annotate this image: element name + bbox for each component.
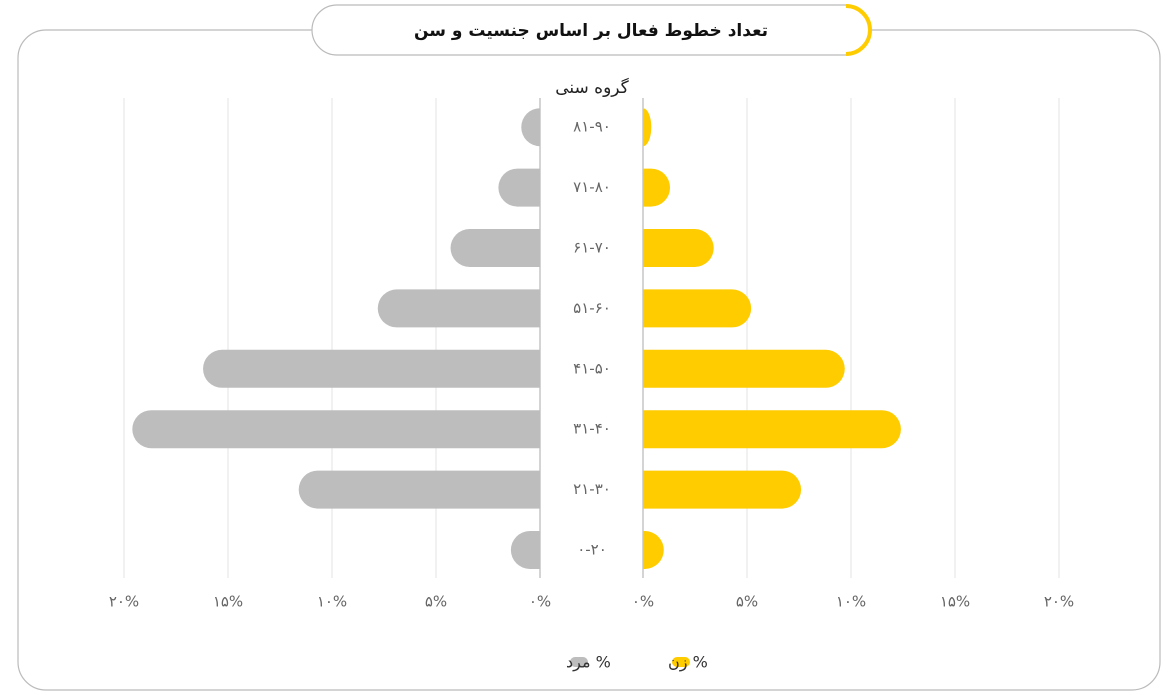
legend-swatch [570,657,588,667]
category-label: ۷۱-۸۰ [573,178,611,196]
x-tick-label: ۰% [632,593,654,611]
x-tick-label: ۲۰% [109,593,139,611]
category-label: ۸۱-۹۰ [573,118,611,136]
center-column [541,80,642,578]
category-label: ۲۱-۳۰ [573,480,611,498]
legend-swatch [672,657,690,667]
category-label: ۶۱-۷۰ [573,239,611,257]
category-label: ۵۱-۶۰ [573,299,611,317]
bar [498,168,540,207]
x-tick-label: ۱۵% [213,593,243,611]
category-label: ۰-۲۰ [577,541,607,559]
bar [298,470,540,509]
bar [132,410,540,449]
x-tick-label: ۰% [529,593,551,611]
bar [521,108,540,147]
bar [643,531,664,569]
x-tick-label: ۱۰% [836,593,866,611]
x-tick-label: ۵% [736,593,758,611]
x-tick-label: ۱۰% [317,593,347,611]
bar [643,470,802,509]
category-label: ۳۱-۴۰ [573,420,611,438]
legend-label: % مرد [566,653,611,673]
bar [643,108,652,147]
bar [643,349,845,388]
chart-title: تعداد خطوط فعال بر اساس جنسیت و سن [414,21,768,41]
x-tick-label: ۱۵% [940,593,970,611]
bar [510,531,540,569]
bar [203,349,541,388]
axis-title: گروه سنی [555,77,629,98]
bar [643,168,671,207]
bar [450,229,540,267]
x-tick-label: ۵% [425,593,447,611]
bar [643,289,752,328]
x-tick-label: ۲۰% [1044,593,1074,611]
title-accent [845,4,872,56]
bar [377,289,540,328]
labels: ۰% ۰% ۵% ۵% ۱۰% ۱۰% ۱۵% ۱۵% ۲۰% ۲۰% ۸۱-۹۰ ۷۱-۸۰ ۶۱-۷… [109,118,1074,611]
category-label: ۴۱-۵۰ [573,359,611,377]
bars [132,108,901,569]
bar [643,410,901,449]
bar [643,229,714,267]
legend-label: % زن [668,653,708,673]
